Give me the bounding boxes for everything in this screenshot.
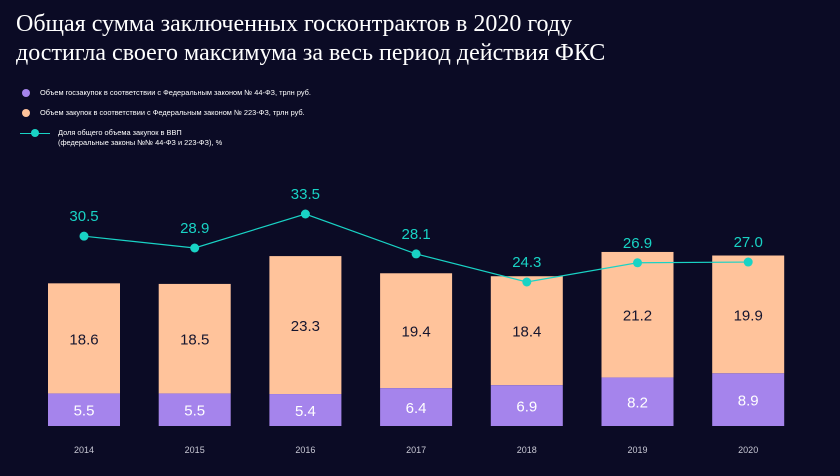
gdp-share-point-2020: [743, 257, 753, 267]
x-tick-label-2019: 2019: [627, 445, 647, 455]
legend-label-223fz: Объем закупок в соответствии с Федеральн…: [40, 108, 305, 117]
legend-label-gdp-share: Доля общего объема закупок в ВВП (федера…: [58, 128, 222, 148]
bar-223fz-2018: [490, 276, 563, 386]
value-label-44fz-2015: 5.5: [184, 403, 205, 420]
gdp-share-label-2015: 28.9: [180, 220, 209, 237]
legend: Объем госзакупок в соответствии с Федера…: [20, 88, 582, 158]
x-tick-label-2014: 2014: [74, 445, 94, 455]
x-tick-label-2016: 2016: [295, 445, 315, 455]
legend-swatch-44fz: [22, 89, 30, 97]
bar-223fz-2017: [380, 273, 453, 389]
legend-item-gdp-share: Доля общего объема закупок в ВВП (федера…: [20, 128, 582, 148]
legend-item-223fz: Объем закупок в соответствии с Федеральн…: [22, 108, 582, 118]
legend-label-gdp-share-line-1: Доля общего объема закупок в ВВП: [58, 128, 182, 137]
gdp-share-point-2014: [79, 231, 89, 241]
gdp-share-point-2016: [300, 209, 310, 219]
bar-223fz-2020: [712, 255, 785, 374]
bar-44fz-2014: [48, 393, 120, 426]
x-tick-label-2018: 2018: [517, 445, 537, 455]
x-tick-label-2017: 2017: [406, 445, 426, 455]
value-label-223fz-2019: 21.2: [623, 308, 652, 325]
value-label-44fz-2014: 5.5: [74, 403, 95, 420]
value-label-44fz-2018: 6.9: [516, 399, 537, 416]
value-label-223fz-2017: 19.4: [401, 324, 430, 341]
gdp-share-label-2020: 27.0: [734, 234, 763, 251]
legend-label-44fz: Объем госзакупок в соответствии с Федера…: [40, 88, 311, 97]
gdp-share-label-2016: 33.5: [291, 186, 320, 203]
chart-title-line-1: Общая сумма заключенных госконтрактов в …: [16, 11, 573, 37]
gdp-share-point-2018: [522, 277, 532, 287]
bar-223fz-2016: [269, 256, 342, 395]
value-label-223fz-2014: 18.6: [69, 331, 98, 348]
bar-223fz-2014: [48, 283, 120, 394]
value-label-44fz-2017: 6.4: [406, 400, 427, 417]
gdp-share-label-2018: 24.3: [512, 254, 541, 271]
bar-223fz-2019: [601, 251, 674, 378]
value-label-223fz-2018: 18.4: [512, 324, 541, 341]
legend-swatch-gdp-share: [20, 128, 50, 138]
value-label-44fz-2019: 8.2: [627, 395, 648, 412]
value-label-44fz-2020: 8.9: [738, 393, 759, 410]
gdp-share-point-2017: [411, 249, 421, 259]
legend-item-44fz: Объем госзакупок в соответствии с Федера…: [22, 88, 582, 98]
gdp-share-point-2015: [190, 243, 200, 253]
value-label-223fz-2016: 23.3: [291, 318, 320, 335]
chart-title-line-2: достигла своего максимума за весь период…: [16, 40, 606, 66]
gdp-share-label-2019: 26.9: [623, 235, 652, 252]
value-label-223fz-2020: 19.9: [734, 307, 763, 324]
gdp-share-point-2019: [633, 258, 642, 268]
legend-label-gdp-share-line-2: (федеральные законы №№ 44-ФЗ и 223-ФЗ), …: [58, 138, 223, 147]
bar-44fz-2018: [490, 385, 563, 426]
bar-44fz-2017: [380, 388, 453, 426]
bar-44fz-2016: [269, 394, 342, 426]
bar-44fz-2020: [712, 373, 785, 426]
x-tick-label-2015: 2015: [185, 445, 205, 455]
bar-44fz-2015: [158, 393, 231, 426]
chart-title: Общая сумма заключенных госконтрактов в …: [16, 10, 826, 68]
gdp-share-label-2017: 28.1: [401, 226, 430, 243]
value-label-223fz-2015: 18.5: [180, 332, 209, 349]
bar-223fz-2015: [158, 283, 231, 394]
x-tick-label-2020: 2020: [738, 445, 758, 455]
bar-44fz-2019: [601, 377, 674, 426]
value-label-44fz-2016: 5.4: [295, 403, 316, 420]
legend-swatch-223fz: [22, 109, 30, 117]
gdp-share-label-2014: 30.5: [69, 208, 98, 225]
